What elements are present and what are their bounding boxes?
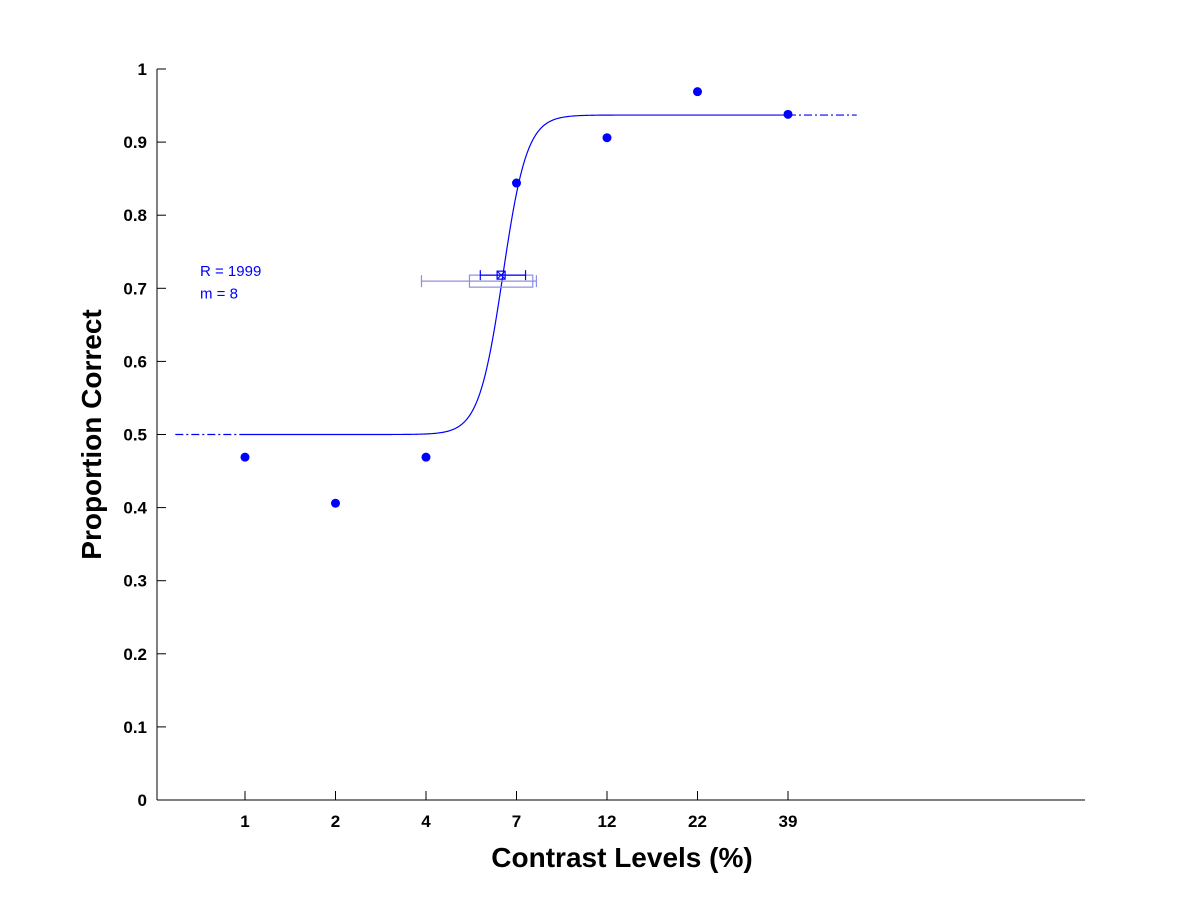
x-tick-label: 39 — [779, 812, 798, 831]
axes: 00.10.20.30.40.50.60.70.80.91 1 2 4 7 12 22 39 — [123, 60, 1085, 831]
x-axis-title: Contrast Levels (%) — [491, 842, 752, 873]
fit-curve-layer — [175, 114, 857, 436]
data-point — [693, 87, 702, 97]
x-ticks: 1 2 4 7 12 22 39 — [240, 791, 797, 831]
data-point — [331, 498, 340, 508]
data-points — [240, 87, 793, 508]
y-axis-title: Proportion Correct — [76, 309, 107, 559]
y-tick-label: 0.4 — [123, 499, 147, 518]
y-tick-label: 0.2 — [123, 645, 147, 664]
y-tick-label: 0.8 — [123, 206, 147, 225]
y-tick-label: 0 — [138, 791, 147, 810]
threshold-point-cross — [496, 270, 506, 280]
y-tick-label: 1 — [138, 60, 147, 79]
annotation-m-value: m = 8 — [200, 286, 238, 303]
threshold-marker — [420, 270, 538, 288]
x-tick-label: 22 — [688, 812, 707, 831]
y-tick-label: 0.3 — [123, 572, 147, 591]
y-tick-label: 0.9 — [123, 133, 147, 152]
y-tick-label: 0.6 — [123, 352, 147, 371]
x-tick-label: 4 — [421, 812, 431, 831]
fit-curve — [245, 114, 788, 436]
threshold-point-box — [496, 270, 506, 280]
x-tick-label: 12 — [598, 812, 617, 831]
data-point — [783, 109, 793, 119]
data-point — [512, 178, 521, 188]
y-tick-label: 0.7 — [123, 279, 147, 298]
data-point — [421, 452, 431, 462]
y-tick-label: 0.1 — [123, 718, 147, 737]
x-tick-label: 1 — [240, 812, 249, 831]
x-tick-label: 7 — [512, 812, 521, 831]
y-ticks: 0 0.1 0.2 0.3 0.4 0.5 0.6 0.7 0.8 0.9 1 — [123, 60, 166, 810]
data-point — [240, 452, 250, 462]
x-tick-label: 2 — [331, 812, 340, 831]
y-tick-label: 0.5 — [123, 426, 147, 445]
data-point — [602, 133, 612, 143]
annotation-r-value: R = 1999 — [200, 263, 261, 280]
